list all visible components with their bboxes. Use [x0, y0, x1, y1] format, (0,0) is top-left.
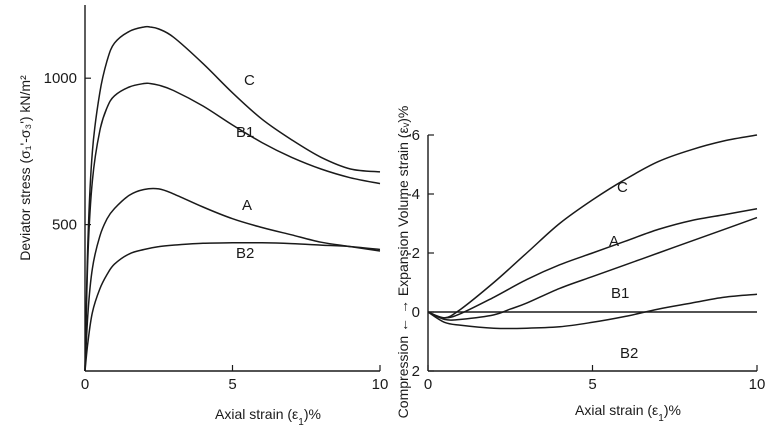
right-series-labels: C A B1 B2: [609, 179, 638, 362]
deviator-stress-chart: 0 5 10 500 1000 C B1 A B2 Axial strain (ε1)% De…: [17, 5, 388, 425]
right-y-tick-label: 2: [412, 363, 420, 380]
right-x-tick-label: 5: [588, 376, 596, 393]
right-series-c: [427, 134, 758, 319]
left-axes: [84, 5, 380, 372]
left-x-tick-label: 10: [372, 376, 389, 393]
left-ticks: 0 5 10 500 1000: [44, 70, 389, 393]
left-series-label-b1: B1: [236, 124, 254, 141]
left-series-a: [84, 187, 381, 372]
right-y-axis-label: Compression ← → Expansion Volume strain …: [395, 106, 411, 419]
left-curves: [84, 25, 381, 372]
left-y-axis-label: Deviator stress (σ₁'-σ₃') kN/m²: [17, 75, 33, 261]
right-x-tick-label: 0: [424, 376, 432, 393]
left-series-label-b2: B2: [236, 245, 254, 262]
right-series-label-b2: B2: [620, 345, 638, 362]
left-series-c: [84, 25, 381, 372]
right-x-tick-label: 10: [749, 376, 766, 393]
right-y-tick-label: -6: [407, 127, 420, 144]
left-series-labels: C B1 A B2: [236, 72, 255, 262]
left-series-b1: [84, 82, 381, 372]
right-series-a: [427, 208, 758, 319]
left-y-tick-label: 1000: [44, 70, 77, 87]
right-y-tick-label: 0: [412, 304, 420, 321]
left-x-axis-label: Axial strain (ε1)%: [215, 406, 321, 425]
left-series-label-a: A: [242, 197, 252, 214]
right-series-label-b1: B1: [611, 285, 629, 302]
left-series-b2: [84, 241, 381, 372]
left-x-tick-label: 5: [228, 376, 236, 393]
right-series-b1: [427, 216, 758, 321]
right-x-axis-label: Axial strain (ε1)%: [575, 402, 681, 424]
right-series-b2: [427, 293, 758, 330]
left-x-tick-label: 0: [81, 376, 89, 393]
left-y-tick-label: 500: [52, 217, 77, 234]
right-series-label-a: A: [609, 233, 619, 250]
right-y-tick-label: -2: [407, 245, 420, 262]
right-series-label-c: C: [617, 179, 628, 196]
right-y-tick-label: -4: [407, 186, 420, 203]
right-curves: [427, 134, 758, 330]
left-series-label-c: C: [244, 72, 255, 89]
